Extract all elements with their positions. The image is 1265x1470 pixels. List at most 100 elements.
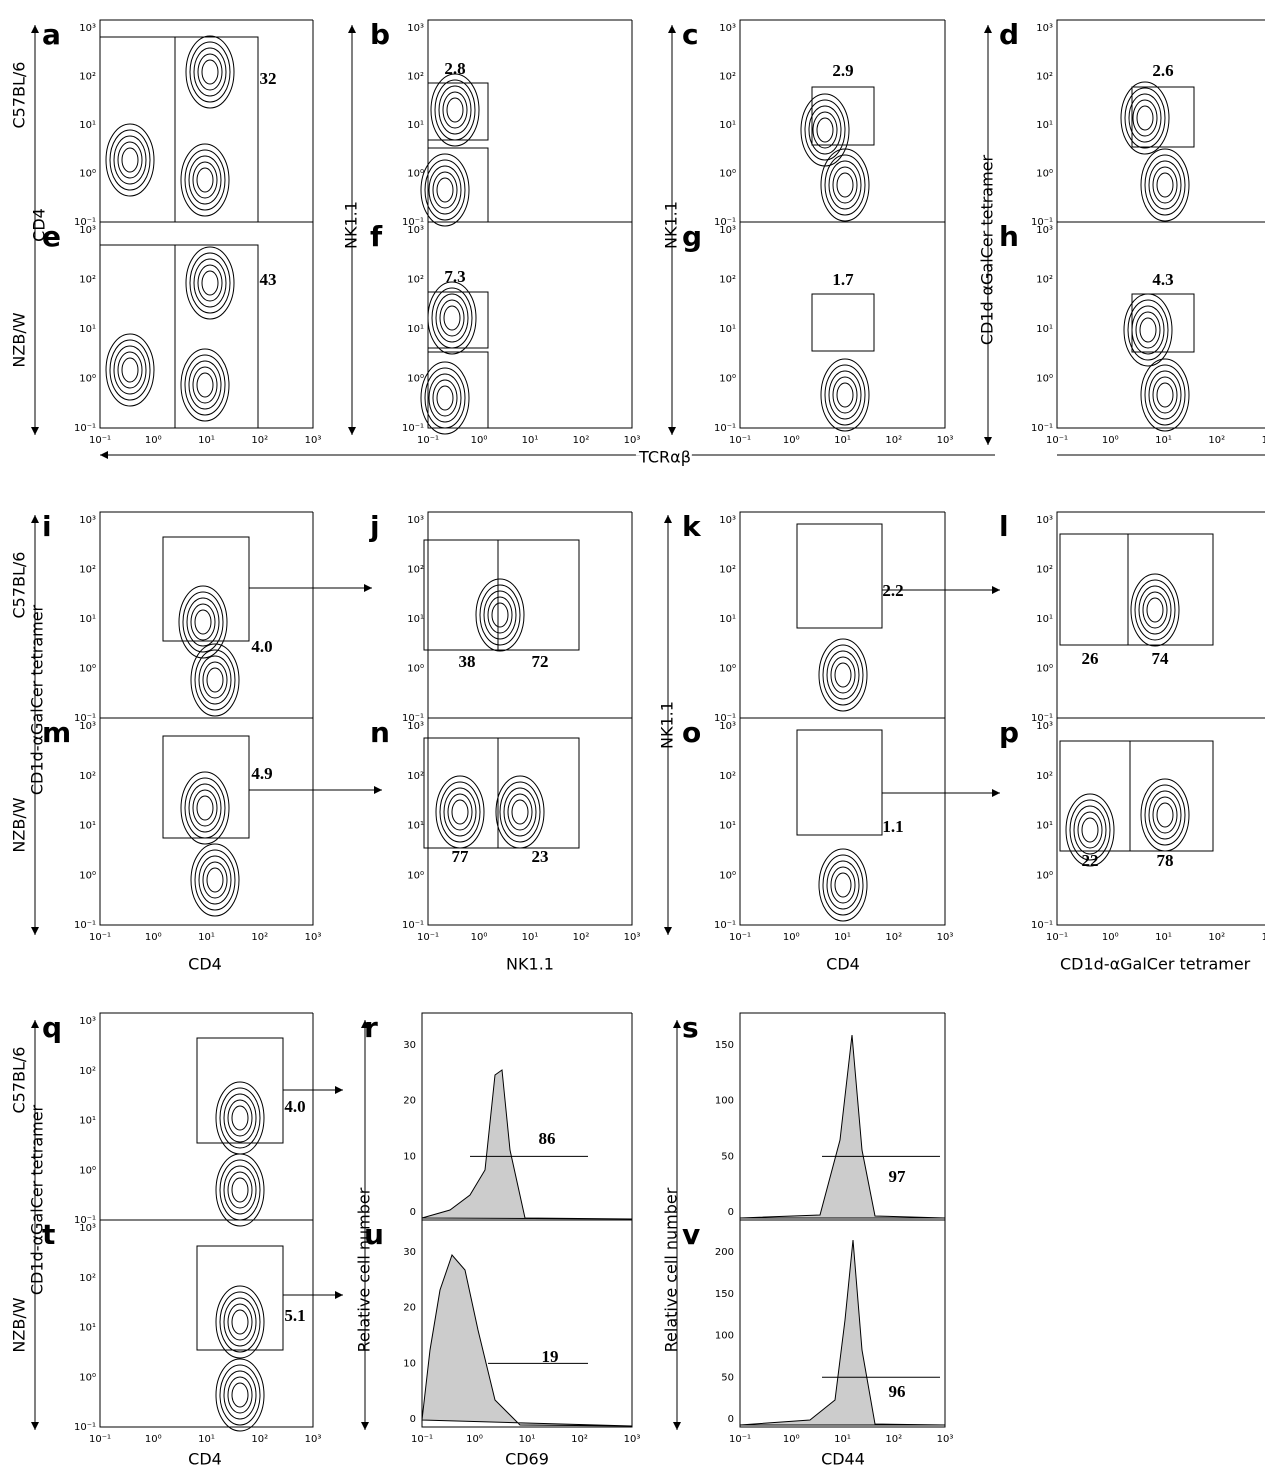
gate	[1131, 293, 1195, 353]
gate-label: 4.0	[251, 637, 272, 656]
contour	[219, 1291, 261, 1353]
y-tick-label: 10⁻¹	[714, 217, 736, 228]
contour	[836, 382, 854, 408]
y-tick-label: 10²	[719, 275, 736, 286]
contour	[824, 154, 866, 216]
y-tick-label: 50	[721, 1151, 734, 1162]
y-tick-label: 10⁻¹	[74, 1422, 96, 1433]
panel-letter: l	[999, 510, 1009, 543]
x-tick-label: 10³	[937, 1434, 954, 1445]
y-tick-label: 10³	[407, 225, 424, 236]
contour	[818, 638, 868, 712]
y-tick-label: 10¹	[719, 120, 736, 131]
contour	[189, 41, 231, 103]
contour	[1136, 105, 1154, 131]
y-tick-label: 10⁰	[719, 870, 736, 881]
axis-title: NK1.1	[342, 201, 361, 249]
contour	[420, 153, 470, 227]
y-tick-label: 10⁻¹	[714, 713, 736, 724]
axis-title: CD4	[188, 1450, 222, 1469]
panel: n 10⁻¹ 10⁰ 10¹ 10² 10³ 77 23 10⁻¹ 10⁰ 10¹ 10² 10³	[370, 716, 640, 943]
axis-title: NK1.1	[506, 955, 554, 974]
panel: a 10⁻¹ 10⁰ 10¹ 10² 10³ 32	[42, 18, 314, 228]
contour	[1148, 790, 1182, 840]
contour	[121, 147, 139, 173]
axis-title: CD44	[821, 1450, 865, 1469]
contour	[215, 1153, 265, 1227]
y-tick-label: 10³	[1036, 721, 1053, 732]
y-tick-label: 10⁻¹	[402, 217, 424, 228]
gate-label: 2.8	[444, 59, 465, 78]
contour	[427, 281, 477, 355]
y-tick-label: 10³	[407, 23, 424, 34]
y-tick-label: 10²	[407, 565, 424, 576]
x-tick-label: 10³	[305, 435, 322, 446]
contour	[1131, 305, 1165, 355]
contour	[227, 1376, 253, 1414]
arrow-head	[364, 584, 372, 592]
contour	[424, 159, 466, 221]
y-tick-label: 10⁻¹	[74, 423, 96, 434]
contour	[182, 591, 224, 653]
x-tick-label: 10²	[573, 932, 590, 943]
contour	[184, 777, 226, 839]
contour	[428, 373, 462, 423]
panel-letter: u	[364, 1218, 384, 1251]
axis-title: C57BL/6	[10, 552, 29, 619]
contour	[826, 860, 860, 910]
y-tick-label: 10²	[79, 1066, 96, 1077]
histogram	[739, 1034, 946, 1219]
contour	[828, 160, 862, 210]
contour	[194, 649, 236, 711]
axis-title: TCRαβ	[638, 448, 691, 467]
x-tick-label: 10⁰	[471, 932, 488, 943]
contour	[1156, 382, 1174, 408]
x-tick-label: 10²	[251, 1434, 268, 1445]
arrow-head	[361, 1020, 369, 1028]
y-tick-label: 10⁰	[1036, 169, 1053, 180]
panel: g 10⁻¹ 10⁰ 10¹ 10² 10³ 1.7 10⁻¹ 10⁰ 10¹ 10² 10³	[682, 220, 953, 446]
panel-letter: g	[682, 220, 702, 253]
contour	[824, 364, 866, 426]
contour	[1146, 597, 1164, 623]
axis-title: NZB/W	[10, 797, 29, 852]
y-tick-label: 10³	[407, 721, 424, 732]
axis-title: CD4	[826, 955, 860, 974]
contour	[189, 252, 231, 314]
y-tick-label: 10⁰	[1036, 664, 1053, 675]
plot-frame	[99, 717, 314, 926]
contour	[190, 643, 240, 717]
panel: o 10⁻¹ 10⁰ 10¹ 10² 10³ 1.1 10⁻¹ 10⁰ 10¹ 10² 10³	[682, 716, 1000, 943]
contour	[1132, 99, 1158, 137]
gate-label: 2.6	[1152, 61, 1173, 80]
y-tick-label: 10¹	[719, 324, 736, 335]
y-tick-label: 100	[715, 1331, 734, 1342]
gate-label: 32	[260, 69, 277, 88]
y-tick-label: 10¹	[79, 1323, 96, 1334]
y-tick-label: 10⁰	[407, 870, 424, 881]
contour	[1148, 160, 1182, 210]
gate-label: 19	[542, 1347, 559, 1366]
y-tick-label: 10¹	[79, 614, 96, 625]
contour	[201, 270, 219, 296]
arrow-head	[31, 515, 39, 523]
panel-letter: o	[682, 716, 701, 749]
gate	[196, 1037, 284, 1144]
y-tick-label: 10⁻¹	[402, 713, 424, 724]
gate-label: 23	[532, 847, 549, 866]
y-tick-label: 30	[403, 1247, 416, 1258]
plot-frame	[99, 1012, 314, 1221]
gate	[162, 735, 250, 839]
axis-title: NK1.1	[662, 201, 681, 249]
contour	[194, 849, 236, 911]
panel: q 10⁻¹ 10⁰ 10¹ 10² 10³ 4.0	[42, 1011, 343, 1227]
gate-label: 22	[1082, 851, 1099, 870]
arrow-head	[335, 1086, 343, 1094]
contour	[438, 85, 472, 135]
contour	[424, 367, 466, 429]
gate-label: 72	[532, 652, 549, 671]
contour	[227, 1099, 253, 1137]
y-tick-label: 10¹	[407, 614, 424, 625]
arrow-head	[992, 586, 1000, 594]
axis-title: CD1d-αGalCer tetramer	[28, 604, 47, 795]
